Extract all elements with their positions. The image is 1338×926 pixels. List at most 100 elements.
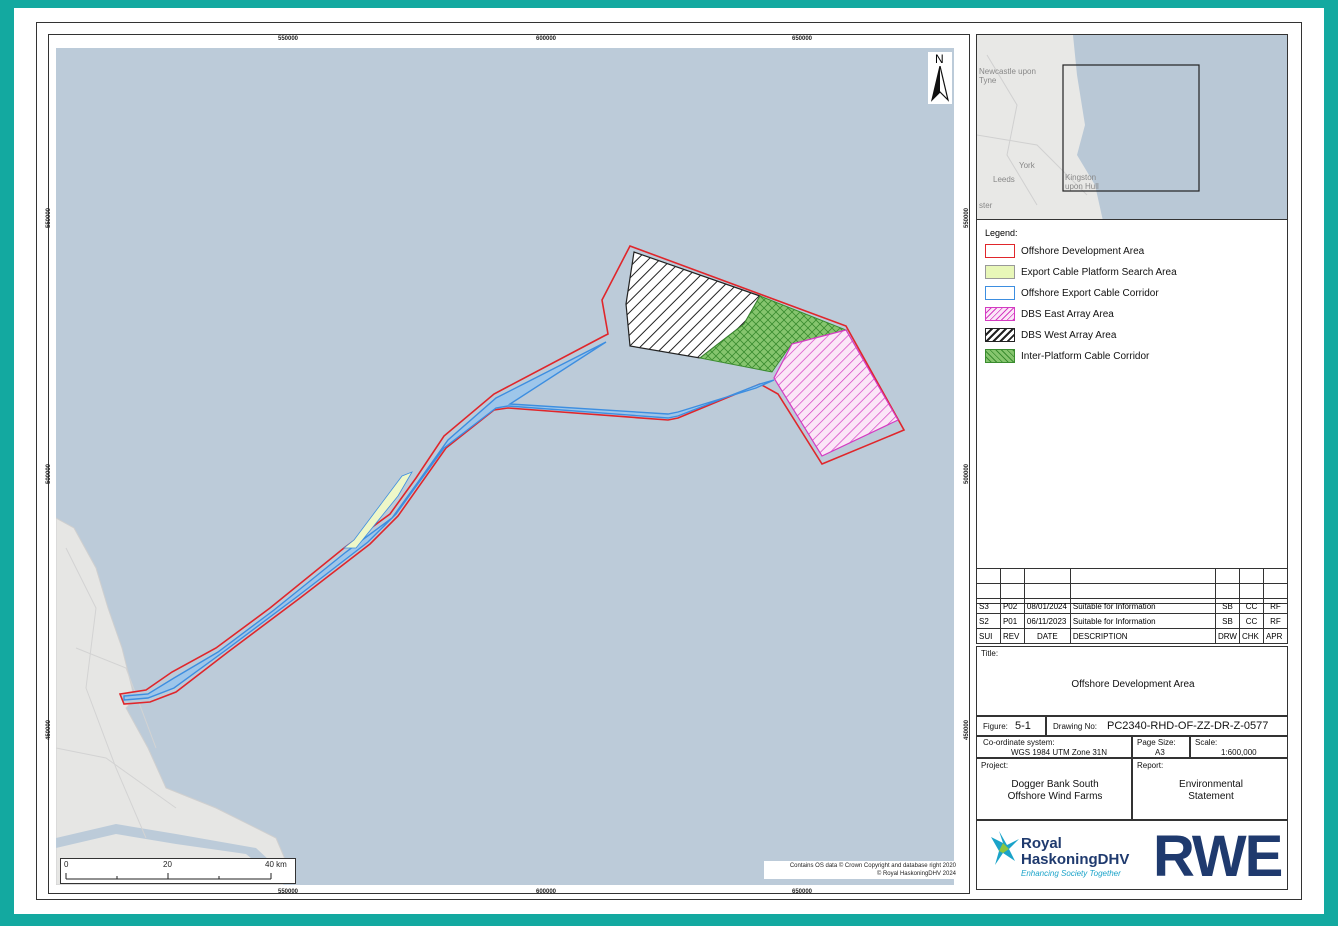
x-tick-bottom-2: 600000 [536,889,557,895]
legend-swatch-blue [985,286,1015,300]
scale-bar-graphic [65,873,272,880]
pagesize-label: Page Size: [1137,738,1176,747]
legend-label: Offshore Export Cable Corridor [1021,287,1159,299]
figure-box: Figure: 5-1 [976,716,1046,736]
legend-label: Export Cable Platform Search Area [1021,266,1177,278]
rev-header-drw: DRW [1215,628,1240,644]
rhdhv-tagline: Enhancing Society Together [1021,869,1121,878]
coord-value: WGS 1984 UTM Zone 31N [1011,748,1108,757]
pagesize-value: A3 [1155,748,1165,757]
legend-item-offshore-development-area: Offshore Development Area [985,244,1144,258]
report-line-1: Environmental [1179,779,1243,790]
rev-date: 06/11/2023 [1023,613,1071,629]
rev-chk: CC [1239,598,1264,614]
report-box: Report: Environmental Statement [1132,758,1288,820]
scale-label: Scale: [1195,738,1218,747]
logo-box: Royal HaskoningDHV Enhancing Society Tog… [976,820,1288,890]
scale-label-0: 0 [64,860,69,869]
scale-value: 1:600,000 [1221,748,1257,757]
rev-header-chk: CHK [1239,628,1264,644]
offshore-export-cable-corridor[interactable] [123,341,775,701]
legend-swatch-red [985,244,1015,258]
inset-map-canvas [977,35,1200,219]
report-line-2: Statement [1188,791,1234,802]
report-label: Report: [1137,761,1164,770]
y-tick-right-1: 550000 [964,207,970,228]
inset-label-ster: ster [979,201,993,210]
x-tick-top-1: 550000 [278,36,299,42]
legend-swatch-lightgreen [985,265,1015,279]
rev-rev: P02 [999,598,1025,614]
legend-label: DBS West Array Area [1021,329,1117,341]
inset-label-york: York [1019,161,1035,170]
rev-chk: CC [1239,613,1264,629]
inset-label-hull: Kingston upon Hull [1065,173,1099,191]
scale-label-20: 20 [163,860,172,869]
legend-item-dbs-east: DBS East Array Area [985,307,1114,321]
map-frame [48,34,970,894]
scale-bar: 0 20 40 km [60,858,296,884]
revision-table: S3 P02 08/01/2024 Suitable for Informati… [976,568,1289,644]
project-label: Project: [981,761,1009,770]
revision-row: S2 P01 06/11/2023 Suitable for Informati… [976,613,1289,629]
map-canvas[interactable] [56,48,954,885]
rev-header-sui: SUI [976,628,1001,644]
outer-frame [36,22,1302,900]
coordinate-box: Co-ordinate system: WGS 1984 UTM Zone 31… [976,736,1132,758]
sea-area [56,48,954,885]
rev-drw: SB [1215,598,1240,614]
inset-label-newcastle: Newcastle upon Tyne [979,67,1036,85]
legend-label: DBS East Array Area [1021,308,1114,320]
title-label: Title: [981,649,999,658]
figure-label: Figure: [983,722,1008,731]
project-line-2: Offshore Wind Farms [1007,791,1103,802]
legend-label: Offshore Development Area [1021,245,1145,257]
north-arrow-icon [930,66,950,102]
legend-swatch-green-cross [985,349,1015,363]
y-tick-right-2: 500000 [964,463,970,484]
rev-apr: RF [1262,598,1289,614]
side-panel: Newcastle upon Tyne York Leeds Kingston … [976,34,1289,890]
y-tick-left-2: 500000 [46,463,52,484]
rev-rev: P01 [999,613,1025,629]
attribution-line-2: © Royal HaskoningDHV 2024 [876,871,956,877]
rhdhv-name-1: Royal [1021,835,1062,852]
inset-extent-box [1062,64,1200,192]
inset-map[interactable]: Newcastle upon Tyne York Leeds Kingston … [976,34,1288,220]
revision-row-empty [976,583,1289,599]
rev-drw: SB [1215,613,1240,629]
export-cable-platform-search-area[interactable] [342,471,413,549]
x-tick-top-2: 600000 [536,36,557,42]
rev-header-desc: DESCRIPTION [1069,628,1217,644]
rev-header-date: DATE [1023,628,1071,644]
rev-sui: S2 [976,613,1001,629]
scale-box: Scale: 1:600,000 [1190,736,1288,758]
revision-row-empty [976,568,1289,584]
legend-label: Inter-Platform Cable Corridor [1021,350,1150,362]
legend-item-export-cable-corridor: Offshore Export Cable Corridor [985,286,1159,300]
humber-estuary [56,824,296,885]
legend: Legend: Offshore Development Area Export… [976,220,1288,604]
rev-desc: Suitable for Information [1069,598,1217,614]
x-tick-top-3: 650000 [792,36,813,42]
y-tick-right-3: 450000 [964,719,970,740]
dbs-east-array-area[interactable] [773,329,899,457]
revision-row: S3 P02 08/01/2024 Suitable for Informati… [976,598,1289,614]
inset-label-leeds: Leeds [993,175,1015,184]
attribution-line-1: Contains OS data © Crown Copyright and d… [789,863,956,869]
legend-title: Legend: [985,228,1018,238]
legend-item-inter-platform: Inter-Platform Cable Corridor [985,349,1149,363]
title-box: Title: Offshore Development Area [976,646,1288,716]
coord-label: Co-ordinate system: [983,738,1055,747]
drawing-title: Offshore Development Area [1071,679,1195,690]
revision-header-row: SUI REV DATE DESCRIPTION DRW CHK APR [976,628,1289,644]
rhdhv-name-2: HaskoningDHV [1021,851,1130,868]
drawing-number-box: Drawing No: PC2340-RHD-OF-ZZ-DR-Z-0577 [1046,716,1288,736]
north-arrow: N [928,52,952,104]
rev-desc: Suitable for Information [1069,613,1217,629]
pagesize-box: Page Size: A3 [1132,736,1190,758]
x-tick-bottom-3: 650000 [792,889,813,895]
rev-sui: S3 [976,598,1001,614]
map-attribution: Contains OS data © Crown Copyright and d… [764,861,958,879]
rev-apr: RF [1262,613,1289,629]
